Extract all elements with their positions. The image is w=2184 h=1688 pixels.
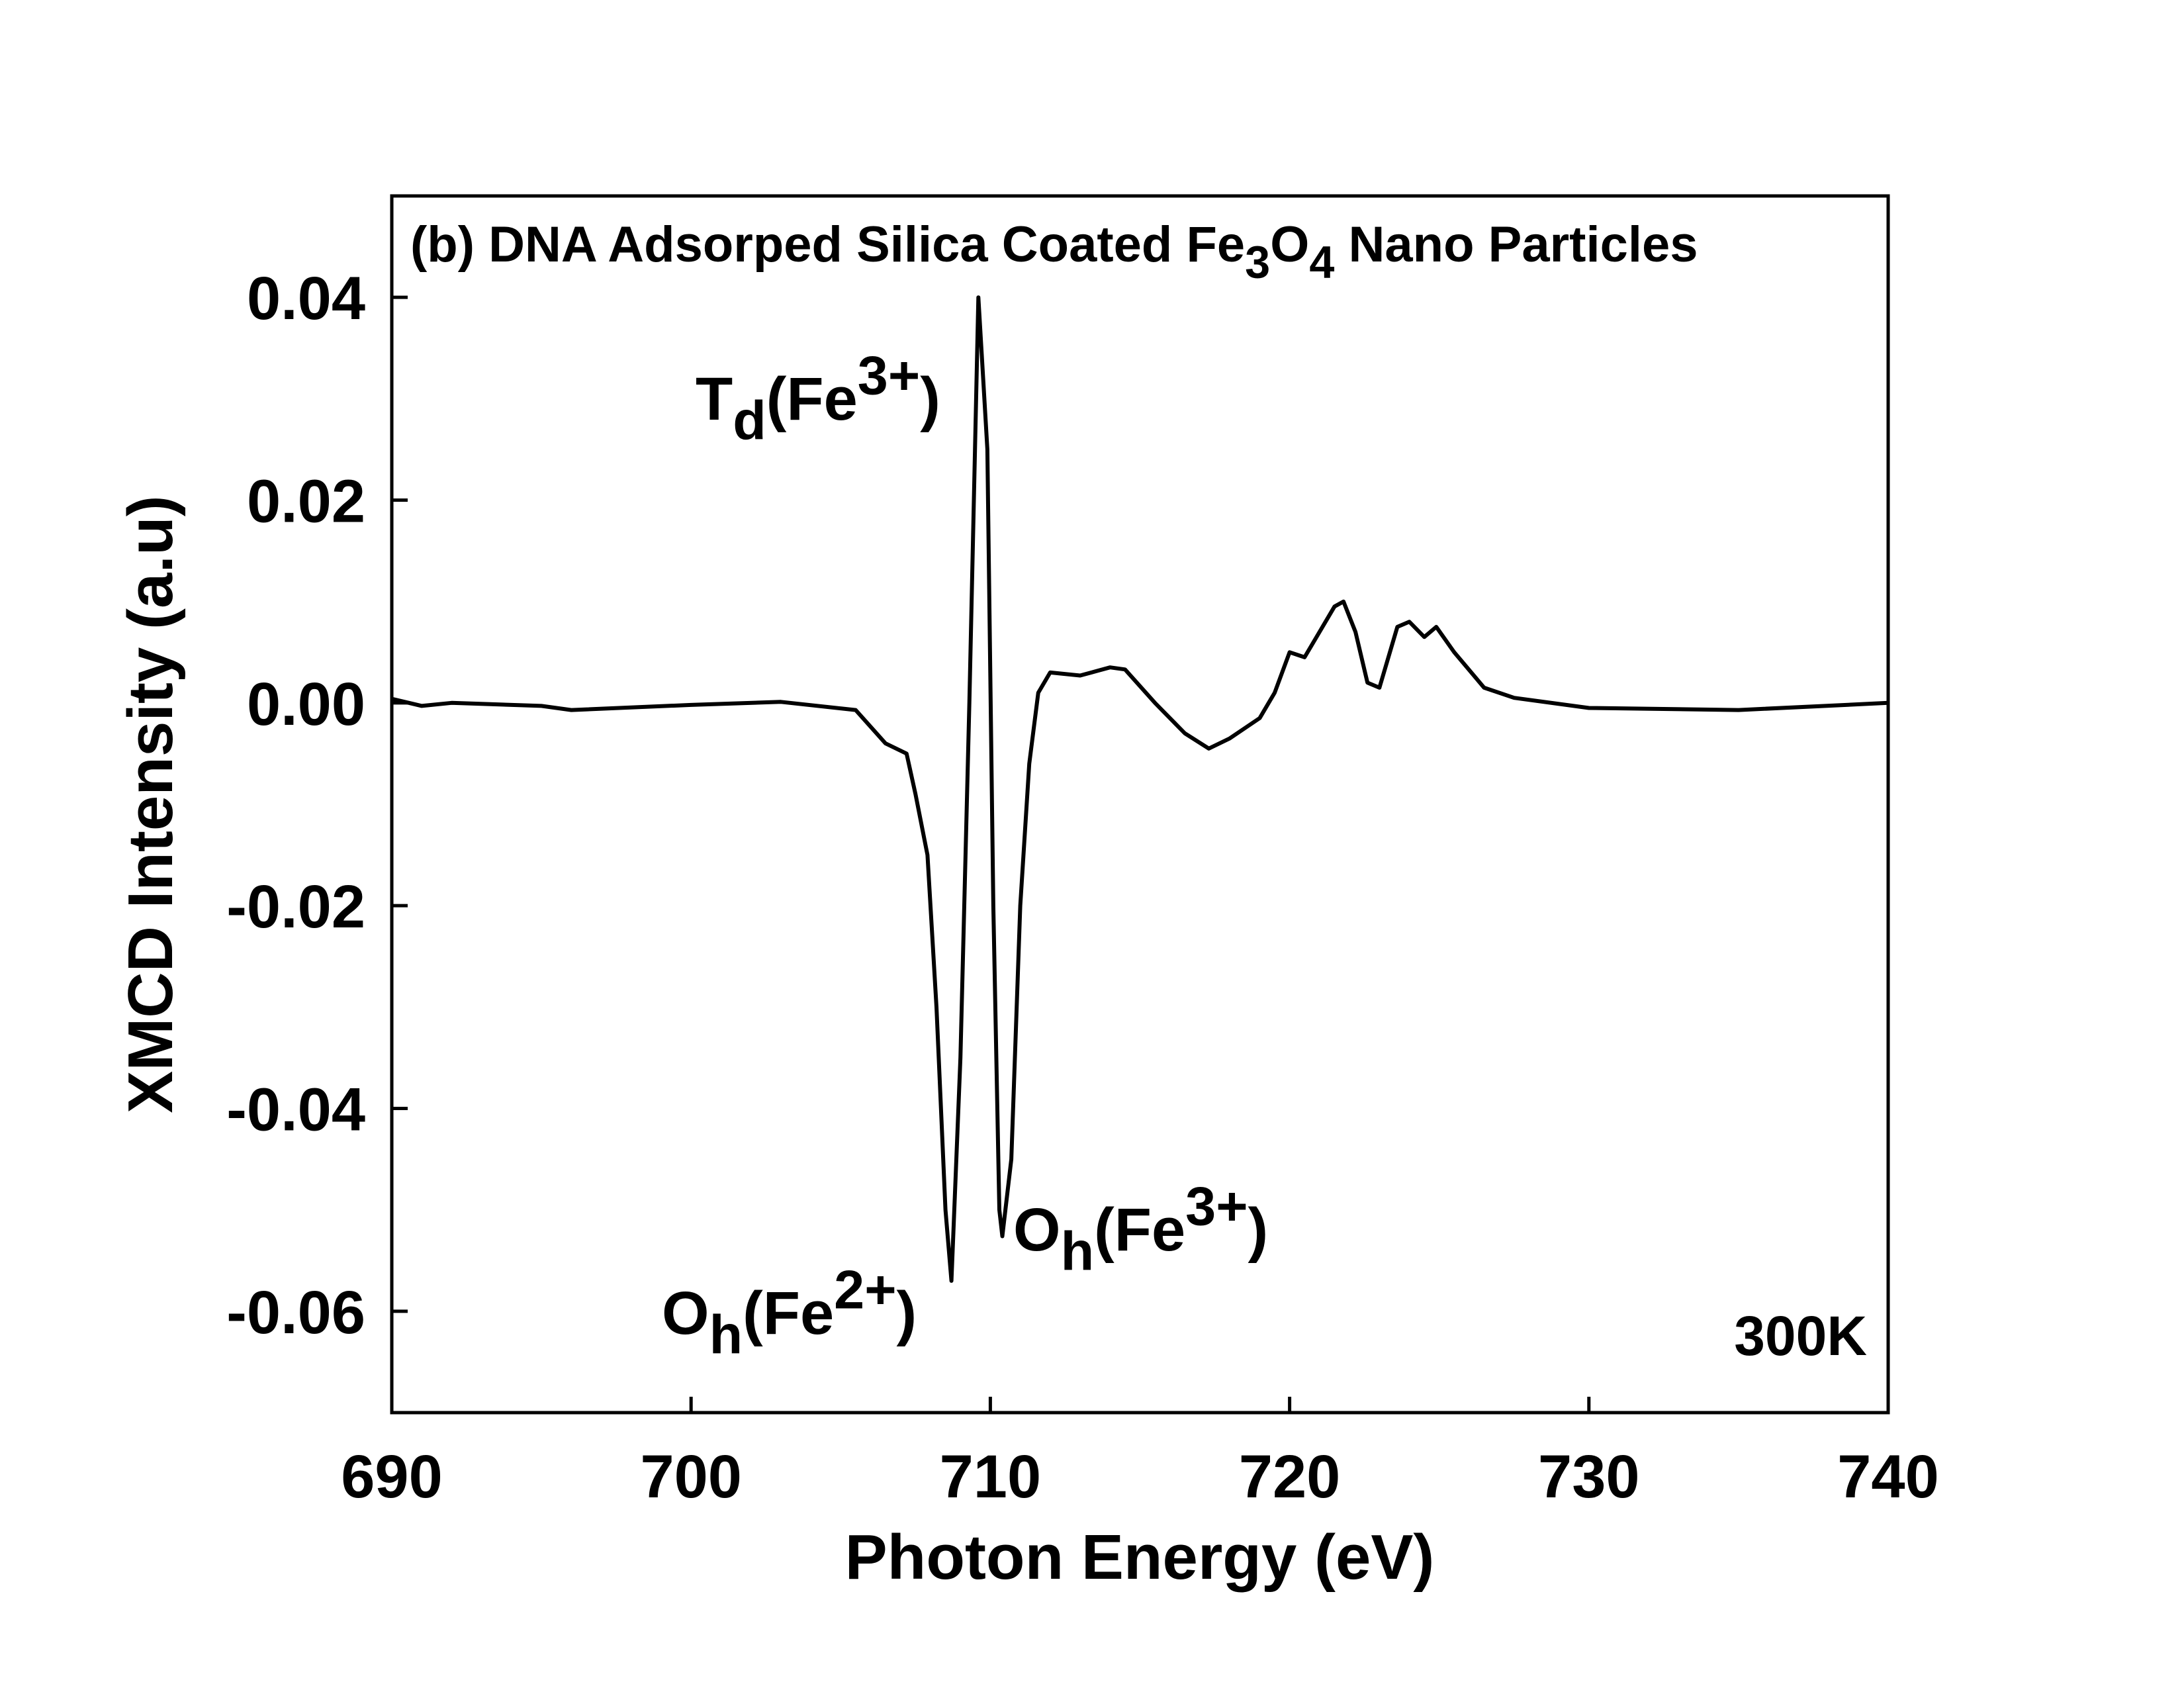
annotation-part: 2+ [834,1258,896,1320]
x-tick-label: 700 [640,1443,742,1511]
annotation-part: d [733,389,766,451]
annotation-part: 4 [1309,237,1334,287]
annotation-part: 3+ [858,344,920,406]
y-tick-label: 0.00 [247,671,365,738]
data-line [391,295,1889,1283]
annotation-part: 300K [1734,1305,1867,1367]
x-tick-label: 710 [940,1443,1042,1511]
annotation-part: Nano Particles [1334,216,1698,273]
annotation-part: ) [1248,1196,1269,1264]
annotation-part: 3 [1245,237,1270,287]
annotation-part: O [662,1280,709,1347]
plot-frame [390,194,1890,1415]
x-axis-title: Photon Energy (eV) [845,1522,1435,1593]
y-tick-label: -0.04 [226,1076,365,1144]
y-tick-label: 0.02 [247,468,365,536]
annotation: Oh(Fe3+) [1013,1175,1268,1282]
annotation-part: T [696,365,733,433]
x-tick-label: 740 [1837,1443,1939,1511]
annotation-part: (Fe [743,1280,834,1347]
annotation-part: ) [897,1280,917,1347]
annotation-part: O [1013,1196,1061,1264]
annotation-part: O [1270,216,1309,273]
annotation: Oh(Fe2+) [662,1258,917,1365]
annotation-part: h [1061,1220,1095,1282]
annotation-part: 3+ [1185,1175,1248,1237]
y-tick-label: -0.06 [226,1279,365,1346]
annotation-part: ) [920,365,940,433]
annotation-part: (Fe [766,365,858,433]
annotation-part: (b) DNA Adsorped Silica Coated Fe [410,216,1245,273]
x-tick-label: 730 [1538,1443,1640,1511]
y-tick-label: 0.04 [247,265,365,332]
annotation-part: (Fe [1094,1196,1185,1264]
y-axis-title: XMCD Intensity (a.u) [115,495,186,1113]
annotation: Td(Fe3+) [696,344,940,451]
x-tick-label: 690 [341,1443,443,1511]
annotation: 300K [1734,1305,1867,1367]
annotation-part: h [709,1303,743,1365]
annotation: (b) DNA Adsorped Silica Coated Fe3O4 Nan… [410,216,1698,287]
x-tick-label: 720 [1239,1443,1341,1511]
y-tick-label: -0.02 [226,873,365,941]
